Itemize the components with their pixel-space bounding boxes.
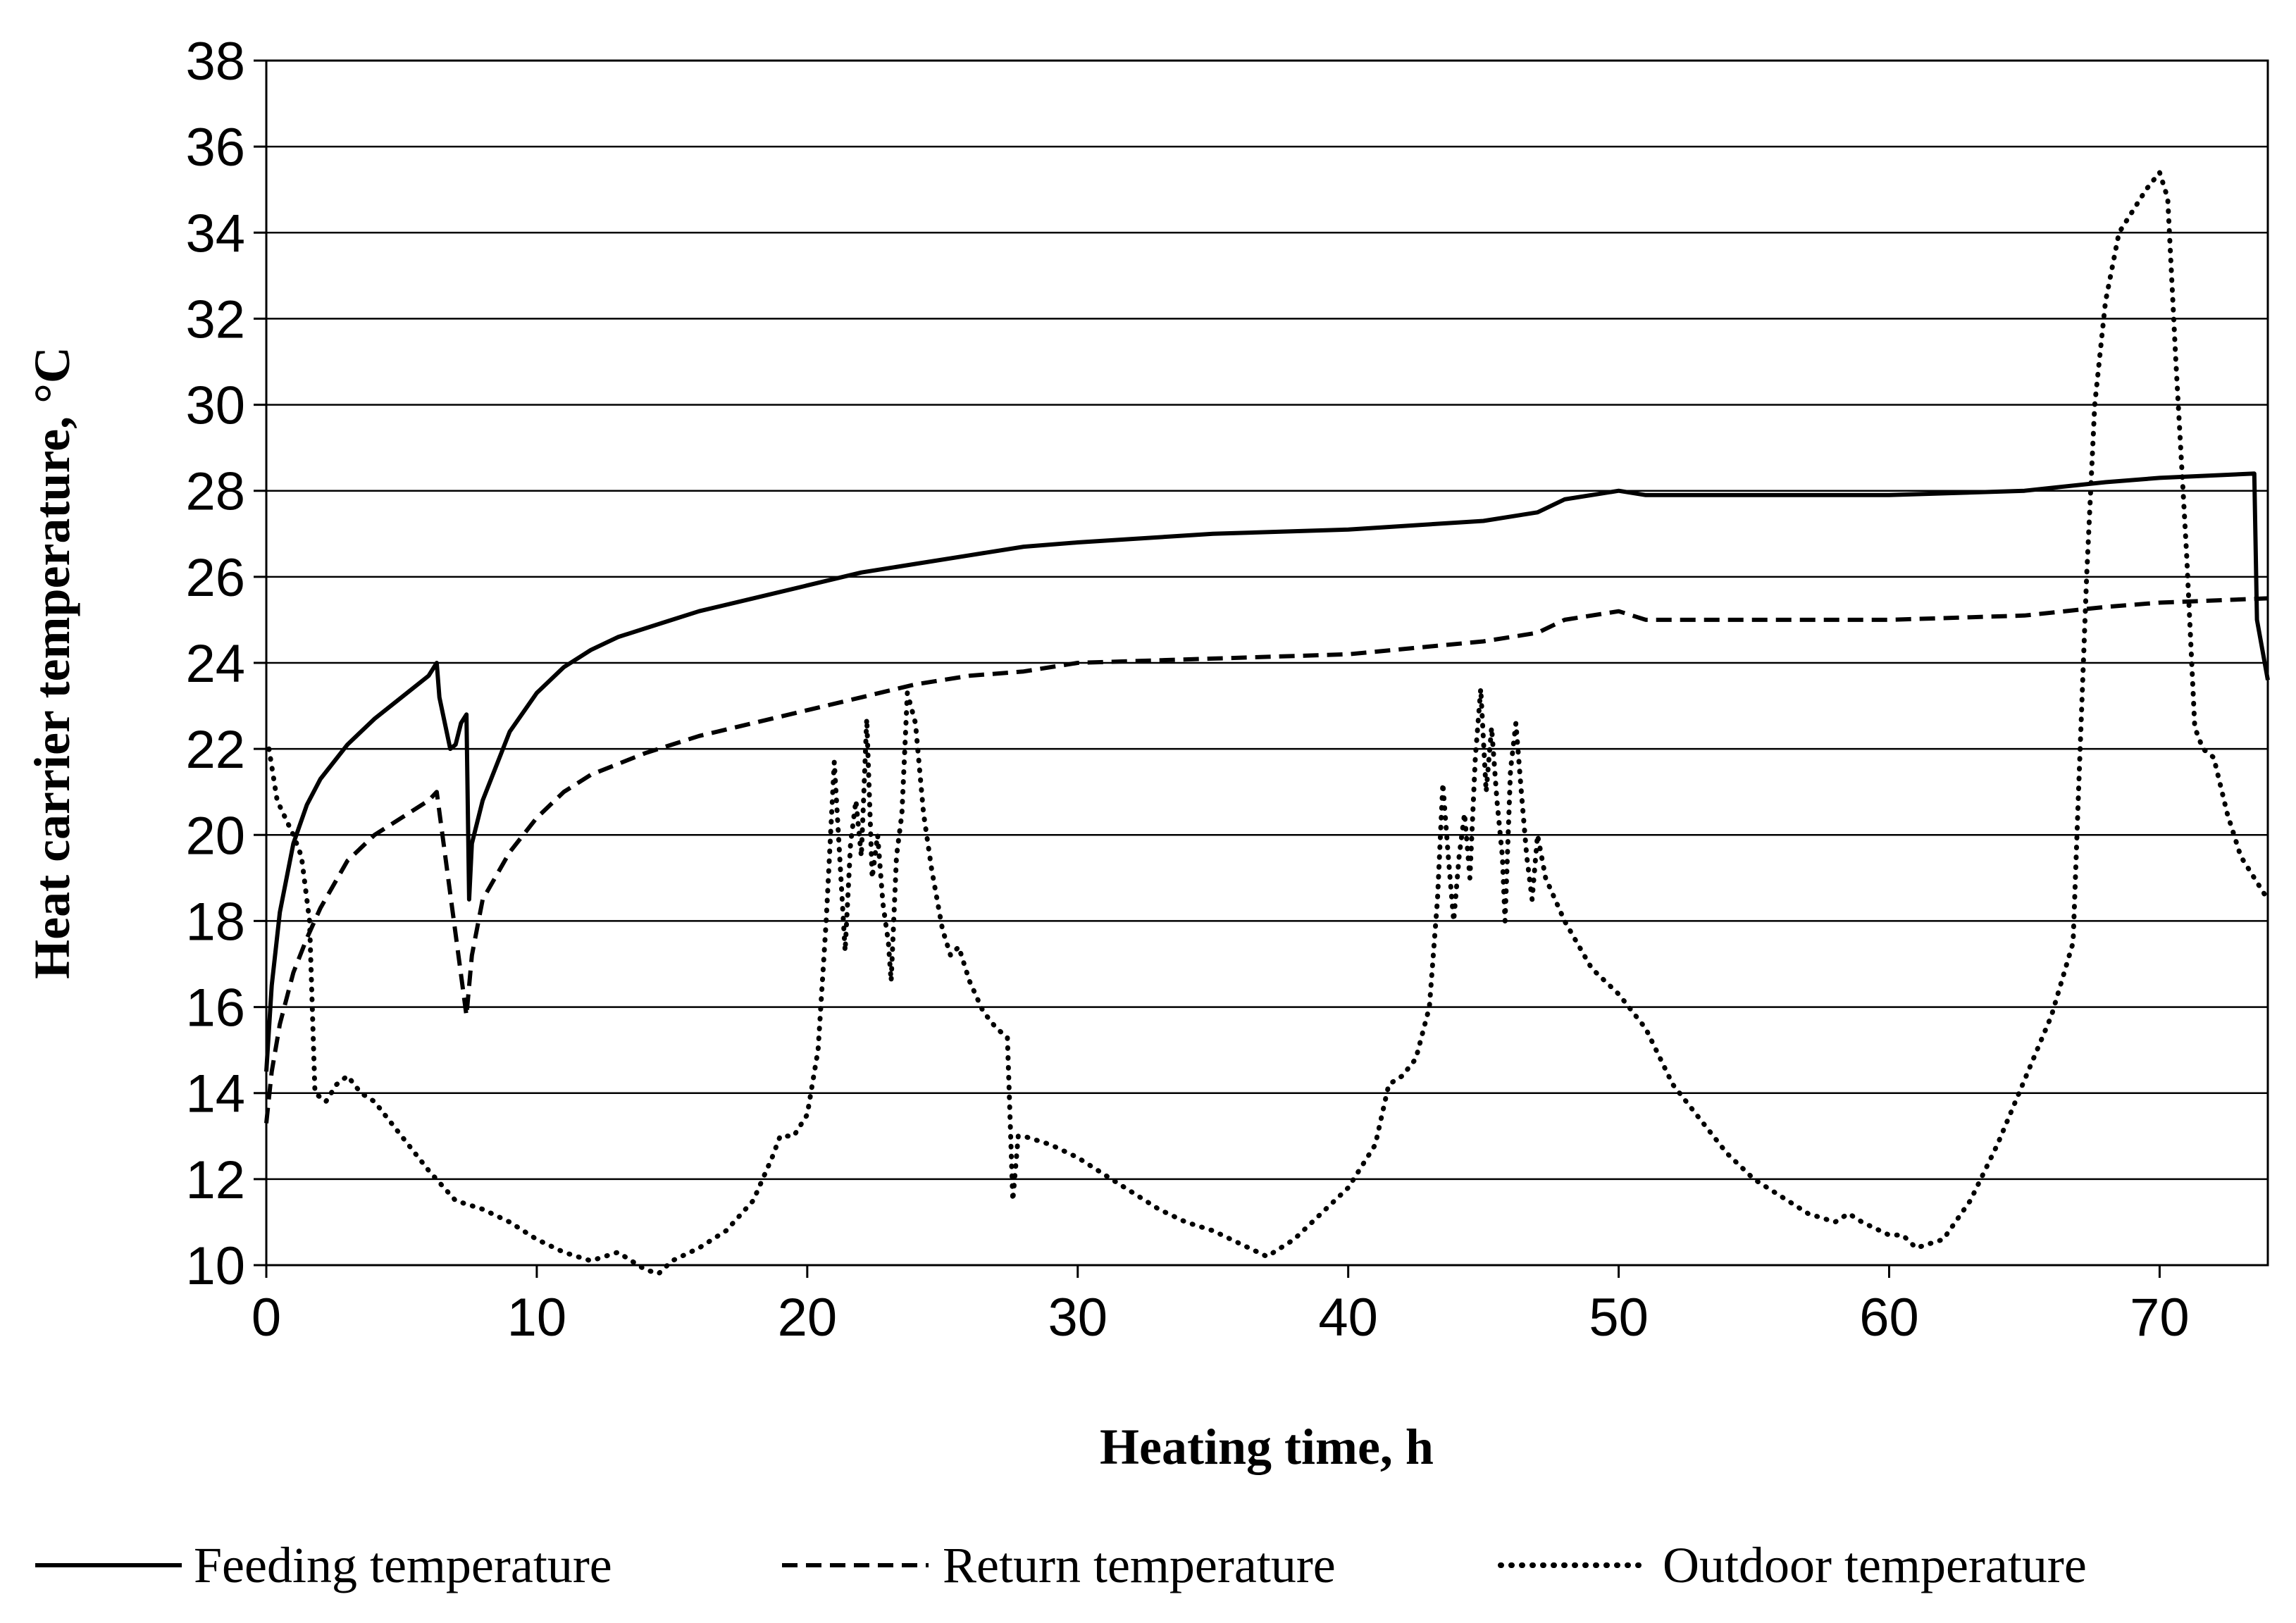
y-tick-label-12: 12 <box>185 1150 245 1210</box>
x-tick-label-10: 10 <box>507 1288 567 1348</box>
series-line-return-temperature <box>264 596 2269 1124</box>
x-tick-label-60: 60 <box>1859 1288 1919 1348</box>
y-tick-label-24: 24 <box>185 634 245 694</box>
y-tick-label-26: 26 <box>185 548 245 608</box>
series-line-outdoor-temperature <box>266 170 2271 1276</box>
y-tick-label-10: 10 <box>185 1236 245 1296</box>
x-tick-label-0: 0 <box>252 1288 281 1348</box>
y-tick-label-28: 28 <box>185 462 245 522</box>
legend: Feeding temperature Return temperature O… <box>35 1537 2087 1593</box>
y-axis-ticks: 10 12 14 16 18 20 22 24 26 28 30 32 34 36 38 <box>185 32 266 1296</box>
y-tick-label-18: 18 <box>185 892 245 952</box>
x-tick-label-20: 20 <box>778 1288 838 1348</box>
legend-label-feeding: Feeding temperature <box>194 1537 612 1593</box>
y-axis-title: Heat carrier temperature, °C <box>24 347 80 979</box>
y-tick-label-16: 16 <box>185 978 245 1038</box>
legend-item-feeding: Feeding temperature <box>35 1537 612 1593</box>
legend-item-return: Return temperature <box>782 1537 1336 1593</box>
series-line-feeding-temperature <box>264 471 2270 1072</box>
y-tick-label-14: 14 <box>185 1064 245 1124</box>
y-tick-label-30: 30 <box>185 376 245 436</box>
y-tick-label-38: 38 <box>185 32 245 92</box>
gridlines <box>266 59 2268 1267</box>
y-tick-label-36: 36 <box>185 118 245 178</box>
y-tick-label-32: 32 <box>185 290 245 349</box>
y-tick-label-20: 20 <box>185 806 245 866</box>
legend-label-return: Return temperature <box>943 1537 1336 1593</box>
x-tick-label-30: 30 <box>1048 1288 1107 1348</box>
y-tick-label-22: 22 <box>185 720 245 780</box>
legend-label-outdoor: Outdoor temperature <box>1663 1537 2087 1593</box>
x-axis-ticks: 0 10 20 30 40 50 60 70 <box>252 1265 2190 1348</box>
y-tick-label-34: 34 <box>185 204 245 263</box>
x-tick-label-50: 50 <box>1589 1288 1649 1348</box>
x-axis-title: Heating time, h <box>1100 1419 1434 1475</box>
x-tick-label-70: 70 <box>2130 1288 2190 1348</box>
legend-item-outdoor: Outdoor temperature <box>1498 1537 2087 1593</box>
x-tick-label-40: 40 <box>1318 1288 1378 1348</box>
series-layer <box>264 170 2271 1276</box>
